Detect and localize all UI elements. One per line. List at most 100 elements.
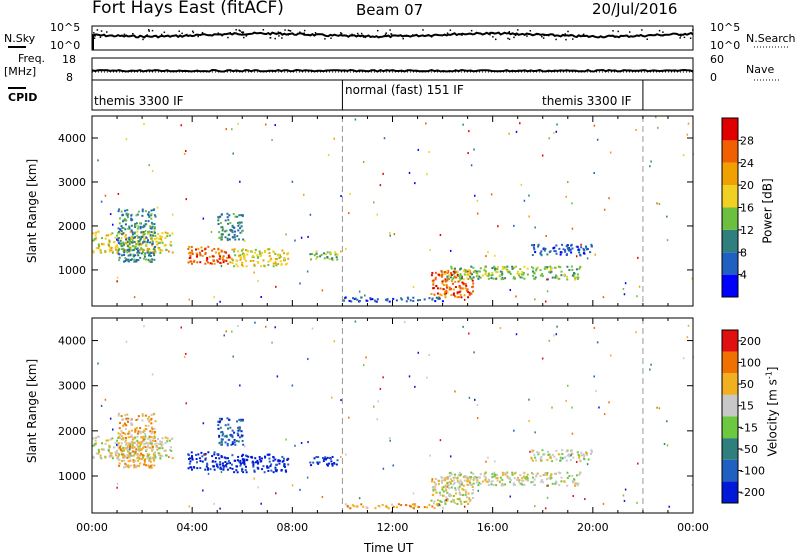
- velocity-cell: [448, 472, 451, 475]
- nsearch-dot: [507, 37, 509, 40]
- power-cell: [231, 259, 234, 262]
- power-cell: [154, 245, 157, 248]
- date-label: 20/Jul/2016: [592, 0, 678, 18]
- power-noise-cell: [104, 194, 107, 197]
- velocity-cell: [267, 453, 270, 456]
- power-cell: [577, 248, 580, 251]
- power-cell: [556, 277, 559, 280]
- power-cell: [235, 259, 238, 262]
- velocity-cell: [566, 477, 569, 480]
- power-cell: [458, 291, 461, 294]
- velocity-noise-cell: [439, 439, 442, 442]
- velocity-cell: [397, 503, 400, 506]
- power-cell: [219, 221, 222, 224]
- power-cell: [460, 274, 463, 277]
- velocity-cell: [222, 432, 225, 435]
- velocity-cell: [485, 480, 488, 483]
- velocity-cell: [484, 479, 487, 482]
- velocity-cell: [531, 450, 534, 453]
- velocity-cell: [531, 449, 534, 452]
- nave-tick-high: 60: [710, 53, 724, 66]
- velocity-cell: [464, 489, 467, 492]
- velocity-noise-cell: [358, 497, 361, 500]
- power-cell: [238, 254, 241, 257]
- power-noise-cell: [509, 288, 512, 291]
- power-cell: [107, 243, 110, 246]
- power-noise-cell: [490, 193, 493, 196]
- velocity-noise-cell: [104, 398, 107, 401]
- velocity-cell: [216, 453, 219, 456]
- power-cell: [559, 251, 562, 254]
- velocity-cell: [129, 452, 132, 455]
- velocity-cell: [218, 436, 221, 439]
- power-cell: [479, 267, 482, 270]
- power-cell: [582, 247, 585, 250]
- velocity-cell: [462, 484, 465, 487]
- velocity-cell: [252, 465, 255, 468]
- power-noise-cell: [389, 234, 391, 237]
- nsearch-dot: [567, 30, 569, 33]
- velocity-cell: [444, 477, 447, 480]
- velocity-noise-cell: [264, 325, 267, 328]
- nsky-tick-low: 10^0: [50, 39, 81, 52]
- power-cell: [466, 270, 469, 273]
- power-cell: [454, 286, 457, 289]
- velocity-cell: [325, 457, 328, 460]
- power-cell: [187, 252, 190, 255]
- velocity-noise-cell: [276, 375, 279, 378]
- velocity-cell: [503, 472, 506, 475]
- velocity-cell: [231, 467, 234, 470]
- power-cell: [521, 271, 524, 274]
- nsearch-dot: [360, 32, 363, 35]
- nsearch-dot: [100, 30, 103, 32]
- velocity-cell: [231, 454, 234, 457]
- velocity-cell: [226, 442, 229, 445]
- velocity-cell: [135, 427, 138, 430]
- velocity-colorbar-tick-label: -50: [740, 443, 758, 456]
- velocity-cell: [141, 419, 144, 422]
- velocity-colorbar-tick-label: -15: [740, 421, 758, 434]
- velocity-cell: [462, 475, 465, 478]
- velocity-cell: [240, 434, 243, 437]
- power-cell: [465, 284, 468, 287]
- velocity-noise-cell: [571, 432, 574, 435]
- power-cell: [590, 243, 593, 246]
- power-cell: [119, 228, 122, 231]
- velocity-cell: [563, 480, 566, 483]
- velocity-cell: [120, 442, 123, 445]
- power-cell: [464, 287, 467, 290]
- power-noise-cell: [594, 253, 596, 256]
- velocity-cell: [132, 460, 135, 463]
- nsearch-dot: [508, 38, 511, 40]
- power-cell: [322, 252, 325, 255]
- velocity-cell: [266, 466, 269, 469]
- power-cell: [218, 236, 221, 239]
- power-cell: [150, 221, 153, 224]
- time-tick-label: 00:00: [76, 521, 108, 534]
- nsearch-dot: [242, 31, 245, 33]
- velocity-cell: [504, 483, 507, 486]
- velocity-cell: [526, 477, 529, 480]
- velocity-noise-cell: [596, 341, 599, 344]
- nsearch-dot: [364, 36, 367, 39]
- velocity-cell: [472, 478, 475, 481]
- power-cell: [141, 208, 144, 211]
- velocity-cell: [546, 478, 549, 481]
- velocity-cell: [117, 436, 120, 439]
- velocity-cell: [158, 453, 161, 456]
- power-cell: [523, 265, 526, 268]
- power-cell: [154, 251, 157, 254]
- velocity-cell: [270, 463, 273, 466]
- power-cell: [158, 248, 161, 251]
- velocity-cell: [444, 484, 447, 487]
- velocity-cell: [219, 466, 222, 469]
- velocity-noise-cell: [509, 495, 512, 498]
- power-cell: [171, 251, 174, 254]
- velocity-cell: [532, 449, 535, 452]
- velocity-cell: [161, 447, 164, 450]
- velocity-panel-bg: [92, 318, 693, 513]
- power-cell: [120, 242, 123, 245]
- power-cell: [221, 229, 224, 232]
- velocity-cell: [456, 476, 459, 479]
- nsearch-dot: [526, 35, 528, 37]
